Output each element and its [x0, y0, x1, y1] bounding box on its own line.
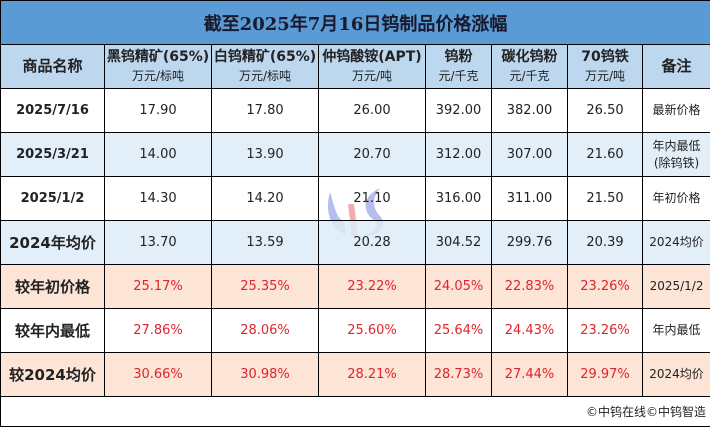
- column-header-name: 仲钨酸铵(APT): [322, 49, 421, 65]
- note-cell: 年内最低(除钨铁): [643, 133, 710, 177]
- column-header-name: 钨粉: [445, 49, 473, 65]
- value-cell: 25.17%: [105, 265, 212, 309]
- value-cell: 17.90: [105, 89, 212, 133]
- note-cell: 年初价格: [643, 177, 710, 221]
- copyright-footer: ©中钨在线©中钨智造: [1, 397, 710, 427]
- title-row: 截至2025年7月16日钨制品价格涨幅: [1, 1, 710, 45]
- value-cell: 30.66%: [105, 353, 212, 397]
- value-cell: 21.10: [319, 177, 426, 221]
- row-label: 2025/7/16: [1, 89, 105, 133]
- value-cell: 25.64%: [426, 309, 492, 353]
- column-header-name: 白钨精矿(65%): [214, 49, 316, 65]
- column-header-name: 碳化钨粉: [502, 49, 558, 65]
- note-subtext: (除钨铁): [643, 155, 710, 172]
- note-cell: 2025/1/2: [643, 265, 710, 309]
- value-cell: 25.60%: [319, 309, 426, 353]
- value-cell: 23.26%: [568, 309, 643, 353]
- row-label: 2025/3/21: [1, 133, 105, 177]
- column-header: 70钨铁万元/吨: [568, 45, 643, 89]
- column-header: 钨粉元/千克: [426, 45, 492, 89]
- column-header-unit: 万元/吨: [319, 67, 425, 86]
- footer-row: ©中钨在线©中钨智造: [1, 397, 710, 427]
- column-header-unit: 万元/吨: [568, 67, 642, 86]
- header-row: 商品名称黑钨精矿(65%)万元/标吨白钨精矿(65%)万元/标吨仲钨酸铵(APT…: [1, 45, 710, 89]
- note-cell: 最新价格: [643, 89, 710, 133]
- note-cell: 年内最低: [643, 309, 710, 353]
- value-cell: 21.50: [568, 177, 643, 221]
- note-text: 2024均价: [643, 234, 710, 251]
- value-cell: 28.73%: [426, 353, 492, 397]
- column-header-name: 70钨铁: [581, 49, 628, 65]
- value-cell: 13.70: [105, 221, 212, 265]
- value-cell: 312.00: [426, 133, 492, 177]
- column-header: 备注: [643, 45, 710, 89]
- value-cell: 26.00: [319, 89, 426, 133]
- column-header-name: 备注: [662, 57, 692, 75]
- value-cell: 17.80: [212, 89, 319, 133]
- value-cell: 26.50: [568, 89, 643, 133]
- value-cell: 14.30: [105, 177, 212, 221]
- note-text: 最新价格: [643, 102, 710, 119]
- value-cell: 23.22%: [319, 265, 426, 309]
- note-cell: 2024均价: [643, 353, 710, 397]
- row-label: 较年初价格: [1, 265, 105, 309]
- column-header-name: 商品名称: [22, 57, 82, 75]
- value-cell: 22.83%: [492, 265, 568, 309]
- value-cell: 299.76: [492, 221, 568, 265]
- column-header: 商品名称: [1, 45, 105, 89]
- column-header: 仲钨酸铵(APT) 万元/吨: [319, 45, 426, 89]
- value-cell: 20.70: [319, 133, 426, 177]
- value-cell: 24.05%: [426, 265, 492, 309]
- value-cell: 28.21%: [319, 353, 426, 397]
- column-header-unit: 元/千克: [492, 67, 567, 86]
- note-cell: 2024均价: [643, 221, 710, 265]
- row-label: 较年内最低: [1, 309, 105, 353]
- note-text: 2024均价: [643, 366, 710, 383]
- value-cell: 14.00: [105, 133, 212, 177]
- value-cell: 392.00: [426, 89, 492, 133]
- column-header: 碳化钨粉元/千克: [492, 45, 568, 89]
- row-label: 较2024均价: [1, 353, 105, 397]
- value-cell: 382.00: [492, 89, 568, 133]
- value-cell: 21.60: [568, 133, 643, 177]
- row-label: 2025/1/2: [1, 177, 105, 221]
- value-cell: 20.39: [568, 221, 643, 265]
- column-header: 黑钨精矿(65%) 万元/标吨: [105, 45, 212, 89]
- value-cell: 20.28: [319, 221, 426, 265]
- value-cell: 23.26%: [568, 265, 643, 309]
- column-header-unit: 元/千克: [426, 67, 491, 86]
- value-cell: 311.00: [492, 177, 568, 221]
- value-cell: 24.43%: [492, 309, 568, 353]
- note-text: 年内最低: [643, 138, 710, 155]
- value-cell: 25.35%: [212, 265, 319, 309]
- value-cell: 307.00: [492, 133, 568, 177]
- note-text: 年内最低: [643, 322, 710, 339]
- value-cell: 29.97%: [568, 353, 643, 397]
- column-header-unit: 万元/标吨: [105, 67, 211, 86]
- value-cell: 27.86%: [105, 309, 212, 353]
- value-cell: 13.90: [212, 133, 319, 177]
- value-cell: 304.52: [426, 221, 492, 265]
- value-cell: 28.06%: [212, 309, 319, 353]
- column-header-unit: 万元/标吨: [212, 67, 318, 86]
- value-cell: 316.00: [426, 177, 492, 221]
- table-title: 截至2025年7月16日钨制品价格涨幅: [1, 1, 710, 45]
- value-cell: 27.44%: [492, 353, 568, 397]
- value-cell: 14.20: [212, 177, 319, 221]
- value-cell: 13.59: [212, 221, 319, 265]
- note-text: 2025/1/2: [643, 278, 710, 295]
- row-label: 2024年均价: [1, 221, 105, 265]
- column-header: 白钨精矿(65%) 万元/标吨: [212, 45, 319, 89]
- note-text: 年初价格: [643, 190, 710, 207]
- column-header-name: 黑钨精矿(65%): [107, 49, 209, 65]
- value-cell: 30.98%: [212, 353, 319, 397]
